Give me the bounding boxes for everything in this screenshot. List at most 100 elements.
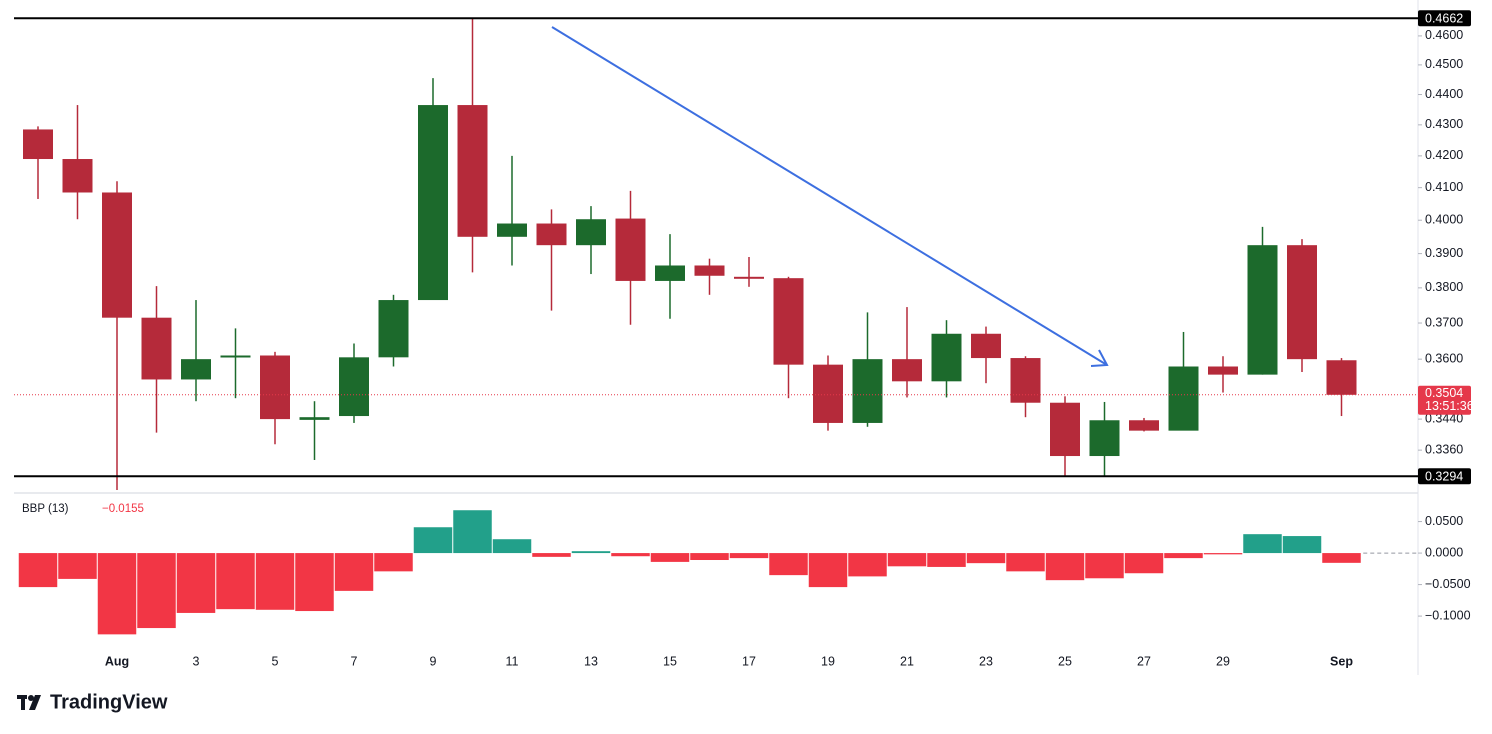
candle-body <box>655 265 685 281</box>
plot: 0.4600 0.4500 0.4400 0.4300 0.4200 0.4100 0.40… <box>14 10 1474 668</box>
bbp-bar <box>1164 553 1203 559</box>
candle-body <box>931 333 962 382</box>
candle-body <box>339 357 369 417</box>
candle-body <box>694 265 725 276</box>
trend-arrow <box>551 26 1109 367</box>
candle-body <box>576 219 606 246</box>
bbp-bar <box>690 553 729 561</box>
x-tick-label: 5 <box>272 654 279 668</box>
x-tick-label: 11 <box>506 654 519 668</box>
candle-body <box>615 218 646 281</box>
indicator-name: BBP (13) <box>22 503 69 515</box>
last-price-box <box>1418 385 1471 415</box>
brand: TradingView <box>50 691 168 713</box>
x-tick-label: 29 <box>1216 654 1230 668</box>
price-level-box <box>1418 468 1471 485</box>
y-tick-label: 0.4000 <box>1425 213 1463 227</box>
candle-body <box>1208 366 1238 375</box>
y-tick-label: 0.3360 <box>1425 442 1463 456</box>
bbp-bar <box>927 553 966 567</box>
x-tick-label: 19 <box>821 654 835 668</box>
bbp-bar <box>729 553 769 559</box>
x-tick-label: 15 <box>663 654 677 668</box>
candle-body <box>23 129 53 160</box>
bbp-bar <box>58 553 97 579</box>
x-tick-label: 9 <box>430 654 437 668</box>
candle-body <box>62 159 93 193</box>
candle-body <box>299 417 330 420</box>
candle-body <box>378 300 409 358</box>
y-tick-label: 0.4200 <box>1425 148 1463 162</box>
bbp-bar <box>1282 536 1322 554</box>
last-price-label: 0.3504 <box>1425 386 1463 400</box>
x-tick-label: 13 <box>584 654 598 668</box>
y-tick-label: 0.4600 <box>1425 28 1463 42</box>
price-level-box <box>1418 10 1471 27</box>
y-tick-label: 0.4100 <box>1425 180 1463 194</box>
candle-body <box>220 355 251 358</box>
y-tick-label: 0.4400 <box>1425 87 1463 101</box>
x-tick-label: Sep <box>1330 654 1353 668</box>
candle-body <box>1010 358 1041 403</box>
bbp-bar <box>848 553 887 577</box>
candle-body <box>1326 360 1357 395</box>
candle-body <box>102 192 132 318</box>
x-tick-label: 23 <box>979 654 993 668</box>
x-tick-label: 17 <box>742 654 756 668</box>
candle-body <box>181 359 211 380</box>
bbp-bar <box>808 553 848 588</box>
x-tick-label: 27 <box>1137 654 1151 668</box>
indicator-value: −0.0155 <box>102 503 144 515</box>
bbp-bar <box>966 553 1006 564</box>
x-tick-label: 3 <box>193 654 200 668</box>
y-tick-label: −0.0500 <box>1425 577 1471 591</box>
x-tick-label: 7 <box>351 654 358 668</box>
bbp-bar <box>216 553 255 610</box>
x-tick-label: Aug <box>105 654 129 668</box>
y-tick-label: 0.3600 <box>1425 351 1463 365</box>
bbp-bar <box>1045 553 1085 581</box>
bbp-bar <box>1243 534 1282 554</box>
candle-body <box>497 223 527 237</box>
countdown: 13:51:36 <box>1425 399 1474 413</box>
bbp-bar <box>1203 553 1243 555</box>
bbp-bar <box>1124 553 1164 574</box>
price-level-label: 0.3294 <box>1425 470 1463 484</box>
candle-body <box>536 223 567 246</box>
bbp-bar <box>137 553 176 629</box>
bbp-bar <box>611 553 650 557</box>
candle-body <box>852 359 883 423</box>
bbp-bar <box>97 553 137 635</box>
x-tick-label: 25 <box>1058 654 1072 668</box>
price-level-label: 0.4662 <box>1425 12 1463 26</box>
candle-body <box>418 105 448 301</box>
y-tick-label: 0.3700 <box>1425 315 1463 329</box>
logo <box>17 695 41 710</box>
bbp-bar <box>295 553 334 612</box>
candle-body <box>1287 245 1317 360</box>
y-tick-label: 0.3900 <box>1425 246 1463 260</box>
bbp-bar <box>413 527 453 554</box>
candle-body <box>260 355 290 420</box>
candle-body <box>1168 366 1199 431</box>
candle-body <box>457 105 488 237</box>
y-tick-label: 0.3440 <box>1425 411 1463 425</box>
candle-body <box>773 278 804 365</box>
bbp-bar <box>453 510 492 554</box>
y-tick-label: 0.4500 <box>1425 57 1463 71</box>
candle-body <box>1129 420 1159 431</box>
y-tick-label: 0.3800 <box>1425 280 1463 294</box>
bbp-bar <box>769 553 808 576</box>
y-tick-label: 0.0500 <box>1425 514 1463 528</box>
bbp-bar <box>1085 553 1124 579</box>
candle-body <box>1050 402 1080 457</box>
bbp-bar <box>532 553 571 557</box>
bbp-bar <box>650 553 690 562</box>
candle-body <box>1089 420 1120 457</box>
bbp-bar <box>571 551 611 554</box>
candle-body <box>141 317 172 380</box>
bbp-bar <box>492 539 532 554</box>
bbp-bar <box>334 553 374 591</box>
bbp-bar <box>176 553 216 613</box>
candle-body <box>1247 245 1278 375</box>
